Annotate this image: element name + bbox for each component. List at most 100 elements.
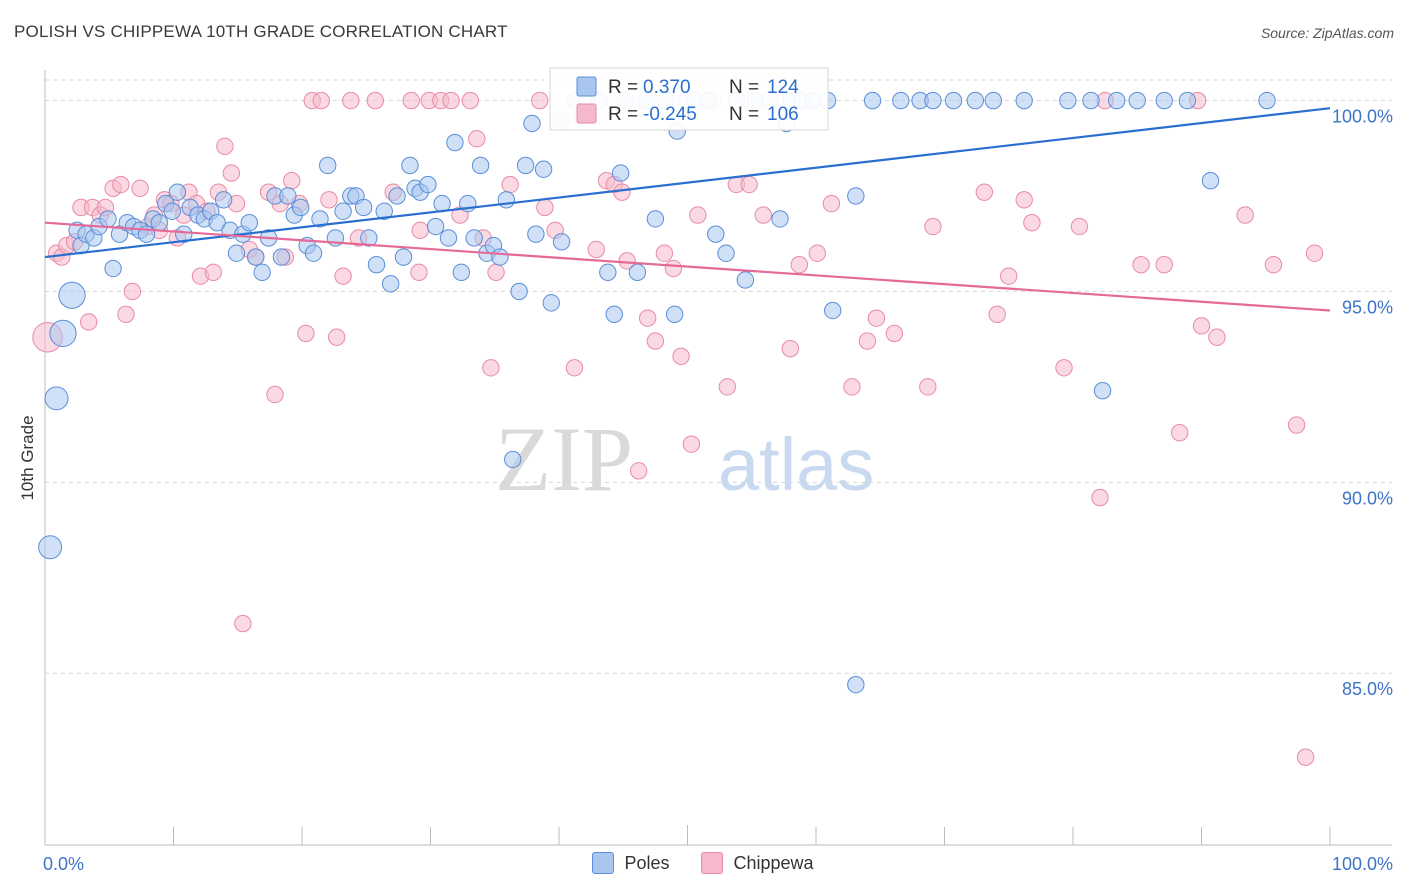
poles-point[interactable]: [401, 156, 419, 175]
poles-point[interactable]: [1082, 91, 1100, 110]
chippewa-point[interactable]: [682, 435, 701, 453]
poles-point[interactable]: [1178, 91, 1197, 110]
poles-point[interactable]: [497, 191, 516, 209]
chippewa-point[interactable]: [234, 614, 252, 633]
chippewa-point[interactable]: [411, 221, 429, 240]
chippewa-point[interactable]: [754, 206, 773, 224]
chippewa-point[interactable]: [1015, 191, 1033, 209]
chippewa-point[interactable]: [266, 385, 284, 404]
poles-point[interactable]: [605, 305, 623, 324]
poles-point[interactable]: [104, 259, 122, 278]
chippewa-point[interactable]: [1132, 256, 1150, 274]
chippewa-point[interactable]: [334, 267, 352, 285]
poles-point[interactable]: [367, 256, 386, 274]
poles-point[interactable]: [1128, 91, 1146, 110]
poles-point[interactable]: [736, 271, 755, 289]
poles-point[interactable]: [354, 198, 373, 217]
chippewa-point[interactable]: [1170, 423, 1189, 442]
poles-point[interactable]: [491, 248, 509, 266]
chippewa-point[interactable]: [216, 137, 234, 156]
poles-point[interactable]: [984, 91, 1003, 110]
chippewa-point[interactable]: [1236, 206, 1254, 224]
chippewa-point[interactable]: [843, 378, 861, 396]
chippewa-point[interactable]: [1155, 256, 1173, 274]
chippewa-point[interactable]: [283, 172, 301, 190]
chippewa-point[interactable]: [664, 259, 683, 278]
chippewa-point[interactable]: [858, 332, 877, 350]
poles-point[interactable]: [279, 187, 297, 205]
chippewa-point[interactable]: [342, 91, 360, 110]
legend-item-poles[interactable]: Poles: [592, 852, 669, 874]
poles-point[interactable]: [452, 263, 471, 282]
poles-point[interactable]: [175, 225, 193, 243]
poles-point[interactable]: [771, 210, 789, 228]
poles-point[interactable]: [892, 91, 910, 110]
poles-point[interactable]: [628, 263, 647, 282]
chippewa-point[interactable]: [867, 309, 886, 327]
chippewa-point[interactable]: [461, 91, 480, 110]
chippewa-point[interactable]: [366, 91, 384, 110]
chippewa-point[interactable]: [672, 347, 690, 366]
poles-point[interactable]: [471, 156, 490, 175]
chippewa-point[interactable]: [975, 183, 994, 201]
chippewa-point[interactable]: [781, 339, 799, 358]
chippewa-point[interactable]: [924, 217, 942, 236]
poles-point[interactable]: [38, 535, 63, 560]
poles-point[interactable]: [58, 281, 86, 309]
chippewa-point[interactable]: [1287, 416, 1306, 434]
chippewa-point[interactable]: [646, 332, 665, 350]
poles-point[interactable]: [516, 156, 535, 175]
poles-point[interactable]: [163, 202, 181, 220]
poles-point[interactable]: [214, 191, 233, 209]
poles-point[interactable]: [44, 386, 69, 411]
poles-point[interactable]: [319, 156, 337, 175]
poles-point[interactable]: [272, 248, 291, 266]
chippewa-point[interactable]: [629, 462, 648, 480]
chippewa-point[interactable]: [718, 378, 737, 396]
chippewa-point[interactable]: [1192, 317, 1211, 335]
poles-point[interactable]: [381, 275, 400, 293]
poles-point[interactable]: [1093, 381, 1112, 400]
poles-point[interactable]: [552, 233, 571, 251]
chippewa-point[interactable]: [222, 164, 241, 182]
chippewa-point[interactable]: [442, 91, 460, 110]
poles-point[interactable]: [863, 91, 882, 110]
poles-point[interactable]: [523, 114, 541, 133]
poles-point[interactable]: [824, 301, 842, 320]
poles-point[interactable]: [1155, 91, 1173, 110]
chippewa-point[interactable]: [410, 263, 428, 282]
chippewa-point[interactable]: [1055, 359, 1073, 377]
chippewa-point[interactable]: [297, 324, 315, 343]
chippewa-point[interactable]: [112, 175, 130, 194]
poles-point[interactable]: [150, 214, 169, 232]
chippewa-point[interactable]: [501, 175, 519, 194]
poles-point[interactable]: [334, 202, 352, 220]
chippewa-point[interactable]: [531, 91, 549, 110]
poles-point[interactable]: [847, 187, 865, 205]
chippewa-point[interactable]: [919, 378, 937, 396]
poles-point[interactable]: [360, 229, 378, 247]
chippewa-point[interactable]: [1000, 267, 1018, 285]
chippewa-point[interactable]: [312, 91, 330, 110]
chippewa-point[interactable]: [885, 324, 904, 343]
chippewa-point[interactable]: [740, 175, 758, 194]
chippewa-point[interactable]: [79, 313, 98, 331]
chippewa-point[interactable]: [822, 194, 841, 213]
chippewa-point[interactable]: [1091, 488, 1109, 507]
poles-point[interactable]: [646, 210, 665, 228]
poles-point[interactable]: [599, 263, 617, 282]
poles-point[interactable]: [247, 248, 265, 266]
poles-point[interactable]: [847, 675, 865, 694]
chippewa-point[interactable]: [613, 183, 631, 201]
poles-point[interactable]: [240, 214, 259, 232]
poles-point[interactable]: [944, 91, 963, 110]
poles-point[interactable]: [304, 244, 323, 262]
chippewa-point[interactable]: [117, 305, 135, 324]
poles-point[interactable]: [465, 229, 483, 247]
chippewa-point[interactable]: [482, 359, 500, 377]
poles-point[interactable]: [924, 91, 942, 110]
poles-point[interactable]: [394, 248, 413, 266]
poles-point[interactable]: [292, 198, 310, 217]
chippewa-point[interactable]: [808, 244, 826, 262]
poles-point[interactable]: [311, 210, 329, 228]
